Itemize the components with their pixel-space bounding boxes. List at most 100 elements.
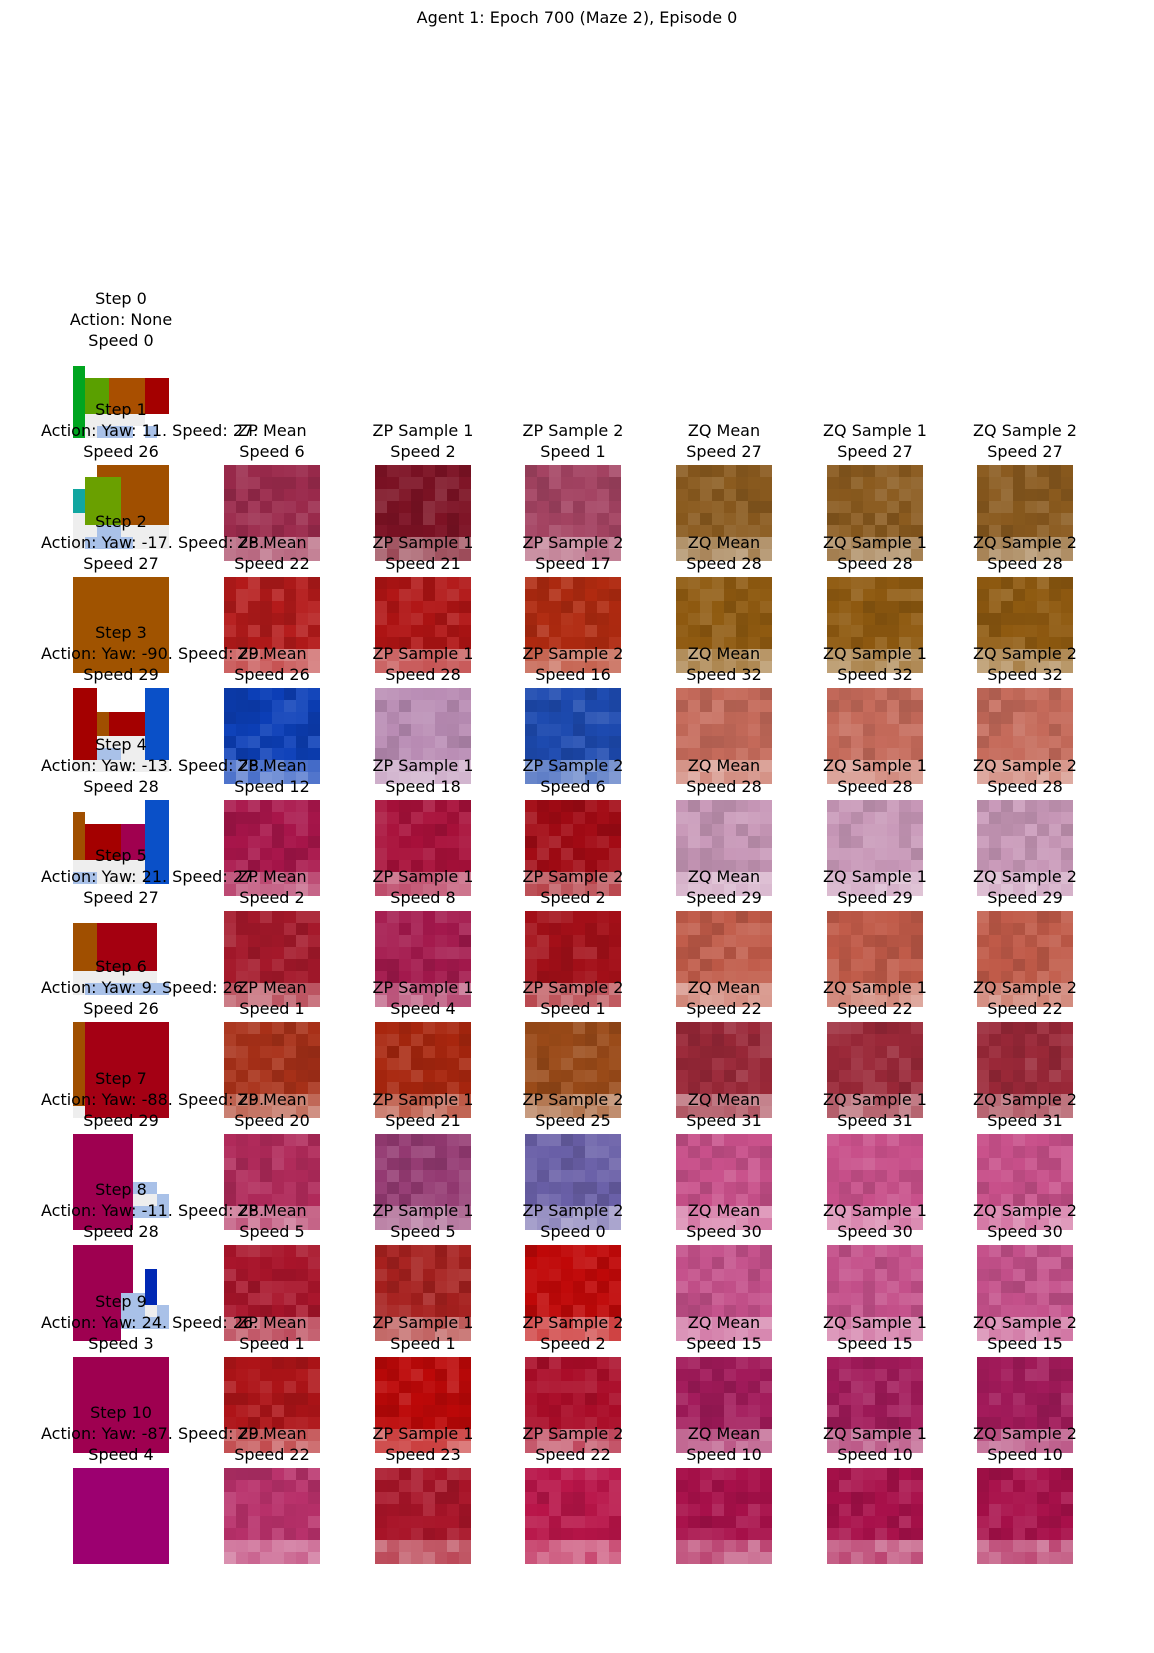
prediction-speed: Speed 28 (945, 776, 1105, 797)
prediction-speed: Speed 1 (493, 998, 653, 1019)
prediction-speed: Speed 4 (343, 998, 503, 1019)
step-number: Step 9 (41, 1291, 201, 1312)
prediction-label: ZQ Sample 1 Speed 28 (795, 532, 955, 574)
prediction-label: ZQ Sample 2 Speed 30 (945, 1200, 1105, 1242)
prediction-name: ZP Sample 1 (343, 866, 503, 887)
prediction-name: ZQ Mean (644, 866, 804, 887)
step-label: Step 10 Action: Yaw: -87. Speed: 29. Speed… (41, 1402, 201, 1465)
prediction-name: ZQ Sample 1 (795, 1089, 955, 1110)
prediction-name: ZP Mean (192, 866, 352, 887)
step-speed: Speed 28 (41, 1221, 201, 1242)
prediction-name: ZQ Mean (644, 1423, 804, 1444)
step-action: Action: Yaw: -88. Speed: 29. (41, 1089, 201, 1110)
prediction-name: ZP Sample 1 (343, 420, 503, 441)
step-number: Step 7 (41, 1068, 201, 1089)
prediction-label: ZP Sample 1 Speed 18 (343, 755, 503, 797)
prediction-name: ZQ Sample 1 (795, 977, 955, 998)
prediction-speed: Speed 22 (945, 998, 1105, 1019)
prediction-label: ZP Sample 2 Speed 25 (493, 1089, 653, 1131)
prediction-label: ZQ Mean Speed 31 (644, 1089, 804, 1131)
prediction-speed: Speed 26 (192, 664, 352, 685)
prediction-speed: Speed 21 (343, 1110, 503, 1131)
step-speed: Speed 29 (41, 1110, 201, 1131)
prediction-name: ZP Mean (192, 1089, 352, 1110)
prediction-label: ZP Mean Speed 5 (192, 1200, 352, 1242)
prediction-label: ZP Sample 1 Speed 28 (343, 643, 503, 685)
prediction-image (977, 1468, 1073, 1564)
prediction-label: ZP Sample 1 Speed 23 (343, 1423, 503, 1465)
prediction-name: ZP Sample 1 (343, 532, 503, 553)
prediction-speed: Speed 32 (644, 664, 804, 685)
step-action: Action: Yaw: 9. Speed: 26. (41, 977, 201, 998)
prediction-speed: Speed 10 (795, 1444, 955, 1465)
prediction-name: ZP Sample 1 (343, 643, 503, 664)
prediction-speed: Speed 23 (343, 1444, 503, 1465)
prediction-name: ZQ Sample 2 (945, 420, 1105, 441)
prediction-label: ZQ Mean Speed 15 (644, 1312, 804, 1354)
prediction-speed: Speed 5 (343, 1221, 503, 1242)
prediction-name: ZQ Mean (644, 755, 804, 776)
prediction-label: ZP Sample 1 Speed 8 (343, 866, 503, 908)
prediction-speed: Speed 30 (644, 1221, 804, 1242)
prediction-speed: Speed 31 (644, 1110, 804, 1131)
prediction-speed: Speed 31 (945, 1110, 1105, 1131)
prediction-name: ZP Mean (192, 1312, 352, 1333)
step-action: Action: Yaw: -87. Speed: 29. (41, 1423, 201, 1444)
prediction-label: ZP Sample 2 Speed 6 (493, 755, 653, 797)
prediction-label: ZQ Sample 2 Speed 28 (945, 755, 1105, 797)
step-label: Step 0 Action: None Speed 0 (41, 288, 201, 351)
prediction-speed: Speed 27 (945, 441, 1105, 462)
prediction-speed: Speed 28 (795, 776, 955, 797)
prediction-name: ZP Sample 2 (493, 420, 653, 441)
prediction-name: ZQ Sample 1 (795, 532, 955, 553)
step-label: Step 3 Action: Yaw: -90. Speed: 29. Speed … (41, 622, 201, 685)
prediction-speed: Speed 15 (945, 1333, 1105, 1354)
prediction-name: ZQ Sample 2 (945, 1312, 1105, 1333)
prediction-speed: Speed 2 (493, 887, 653, 908)
step-number: Step 5 (41, 845, 201, 866)
prediction-label: ZP Mean Speed 1 (192, 1312, 352, 1354)
prediction-label: ZP Sample 1 Speed 5 (343, 1200, 503, 1242)
prediction-label: ZP Mean Speed 22 (192, 1423, 352, 1465)
prediction-label: ZQ Sample 2 Speed 28 (945, 532, 1105, 574)
step-action: Action: None (41, 309, 201, 330)
step-speed: Speed 26 (41, 998, 201, 1019)
step-speed: Speed 29 (41, 664, 201, 685)
step-number: Step 6 (41, 956, 201, 977)
step-label: Step 1 Action: Yaw: 11. Speed: 27. Speed 2… (41, 399, 201, 462)
prediction-name: ZP Sample 1 (343, 755, 503, 776)
prediction-speed: Speed 5 (192, 1221, 352, 1242)
prediction-speed: Speed 21 (343, 553, 503, 574)
prediction-name: ZQ Sample 2 (945, 866, 1105, 887)
prediction-label: ZP Sample 2 Speed 16 (493, 643, 653, 685)
prediction-speed: Speed 29 (945, 887, 1105, 908)
prediction-label: ZP Sample 1 Speed 2 (343, 420, 503, 462)
prediction-label: ZQ Sample 1 Speed 22 (795, 977, 955, 1019)
prediction-speed: Speed 8 (343, 887, 503, 908)
prediction-label: ZP Sample 1 Speed 21 (343, 532, 503, 574)
prediction-label: ZQ Mean Speed 28 (644, 532, 804, 574)
prediction-label: ZP Sample 1 Speed 4 (343, 977, 503, 1019)
prediction-label: ZQ Sample 1 Speed 10 (795, 1423, 955, 1465)
prediction-label: ZQ Sample 2 Speed 27 (945, 420, 1105, 462)
observation-image (73, 1468, 169, 1564)
step-speed: Speed 27 (41, 553, 201, 574)
prediction-name: ZP Sample 2 (493, 866, 653, 887)
prediction-speed: Speed 22 (795, 998, 955, 1019)
step-action: Action: Yaw: -90. Speed: 29. (41, 643, 201, 664)
prediction-label: ZP Mean Speed 1 (192, 977, 352, 1019)
prediction-name: ZP Sample 2 (493, 1423, 653, 1444)
prediction-name: ZP Sample 2 (493, 755, 653, 776)
prediction-image (375, 1468, 471, 1564)
prediction-name: ZQ Sample 2 (945, 532, 1105, 553)
prediction-name: ZP Sample 2 (493, 1312, 653, 1333)
prediction-name: ZQ Mean (644, 420, 804, 441)
step-speed: Speed 28 (41, 776, 201, 797)
prediction-label: ZP Sample 1 Speed 21 (343, 1089, 503, 1131)
prediction-speed: Speed 10 (945, 1444, 1105, 1465)
prediction-speed: Speed 0 (493, 1221, 653, 1242)
prediction-speed: Speed 12 (192, 776, 352, 797)
prediction-speed: Speed 16 (493, 664, 653, 685)
prediction-name: ZP Sample 2 (493, 977, 653, 998)
prediction-speed: Speed 6 (192, 441, 352, 462)
